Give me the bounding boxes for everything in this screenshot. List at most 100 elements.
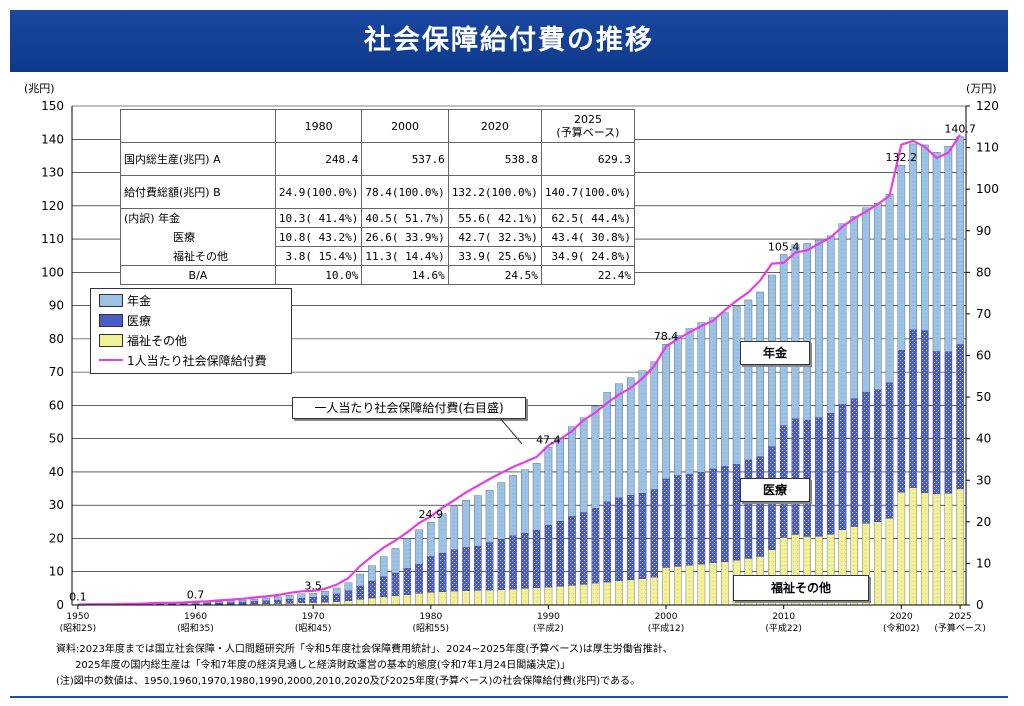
summary-table: 1980 2000 2020 2025 (予算ベース) 国内総生産(兆円) A … (120, 109, 636, 285)
bar-segment (662, 344, 670, 480)
table-cell: 629.3 (540, 142, 636, 176)
x-tick-year: 1960 (184, 612, 207, 622)
x-tick-year: 1980 (419, 612, 442, 622)
bar-segment (415, 529, 423, 565)
per-capita-series (77, 134, 962, 606)
bar-segment (509, 475, 517, 536)
table-header-row: 1980 2000 2020 2025 (予算ベース) (120, 109, 636, 143)
bar-segment (732, 306, 741, 465)
right-tick-label: 70 (976, 307, 991, 321)
left-tick-label: 40 (49, 465, 64, 479)
bar-segment (697, 322, 706, 473)
bar-segment (274, 596, 282, 601)
total-value-label: 0.1 (69, 591, 87, 604)
table-header-cell: 2000 (361, 109, 449, 143)
x-tick-year: 2020 (890, 612, 913, 622)
right-tick-label: 90 (976, 224, 991, 238)
right-tick-label: 110 (976, 141, 999, 155)
bar-segment (403, 538, 412, 569)
left-tick-label: 50 (49, 432, 64, 446)
pension-callout: 年金 (740, 341, 810, 365)
total-value-label: 105.4 (768, 240, 800, 253)
right-tick-label: 80 (976, 265, 991, 279)
right-tick-label: 30 (976, 473, 991, 487)
legend-item-medical: 医療 (99, 312, 151, 328)
bar-segment (227, 600, 235, 603)
right-tick-label: 10 (976, 556, 991, 570)
table-cell: 33.9( 25.6%) (447, 246, 542, 266)
axes: 0 10 20 30 40 50 60 70 80 90 100 110 120 130 140 150 0 10… (41, 99, 999, 634)
total-value-label: 140.7 (944, 123, 976, 136)
x-tick-year: 2000 (655, 612, 678, 622)
x-tick-era: (昭和45) (295, 623, 331, 634)
bar-segment (579, 417, 588, 513)
table-row-label: (内訳) 年金 (120, 208, 276, 228)
right-tick-label: 0 (976, 598, 984, 612)
table-row: 福祉その他 3.8( 15.4%) 11.3( 14.4%) 33.9( 25.… (120, 246, 636, 266)
medical-swatch (99, 313, 123, 327)
bar-segment (674, 335, 682, 476)
total-value-label: 3.5 (304, 579, 322, 592)
table-cell: 3.8( 15.4%) (274, 246, 363, 266)
x-tick-year: 2010 (772, 612, 795, 622)
x-tick-era: (昭和55) (413, 623, 449, 634)
table-header-cell (120, 109, 276, 143)
bottom-rule (10, 696, 1008, 698)
bar-segment (262, 597, 270, 601)
table-cell: 43.4( 30.8%) (540, 227, 636, 247)
table-row: 医療 10.8( 43.2%) 26.6( 33.9%) 42.7( 32.3%… (120, 227, 636, 247)
legend-label: 福祉その他 (127, 333, 188, 348)
left-tick-label: 70 (49, 365, 64, 379)
x-tick-year: 1950 (66, 612, 89, 622)
bar-segment (779, 254, 788, 426)
x-tick-era: (昭和25) (60, 623, 96, 634)
total-value-label: 0.7 (187, 589, 205, 602)
bar-segment (650, 361, 659, 490)
right-tick-label: 50 (976, 390, 991, 404)
bar-segment (568, 426, 576, 517)
left-tick-label: 80 (49, 332, 64, 346)
bar-segment (615, 383, 623, 499)
x-tick-era: (予算ベース) (934, 622, 986, 634)
bar-segment (921, 144, 929, 331)
bar-segment (497, 482, 506, 540)
total-value-label: 47.4 (536, 433, 561, 446)
legend-label: 医療 (127, 313, 152, 328)
bar-segment (544, 447, 553, 526)
bar-segment (709, 317, 717, 470)
legend-item-welfare: 福祉その他 (99, 332, 187, 348)
bar-segment (591, 405, 600, 509)
right-tick-label: 120 (976, 99, 999, 113)
legend: 年金 医療 福祉その他 1人当たり社会保障給付費 (90, 288, 292, 374)
bar-segment (238, 599, 247, 603)
table-cell: 140.7(100.0%) (540, 175, 636, 209)
bar-segment (332, 587, 341, 595)
right-tick-label: 40 (976, 432, 991, 446)
legend-item-per-capita: 1人当たり社会保障給付費 (99, 352, 267, 368)
bar-segment (721, 312, 729, 467)
bar-segment (426, 522, 435, 557)
left-axis-unit: (兆円) (24, 82, 55, 95)
bar-segment (685, 328, 694, 475)
bar-segment (309, 593, 317, 598)
x-tick-year: 2025 (949, 612, 972, 622)
page-title: 社会保障給付費の推移 (364, 25, 654, 56)
table-row-label: 国内総生産(兆円) A (120, 142, 276, 176)
bar-segment (450, 506, 459, 550)
left-tick-label: 100 (41, 265, 64, 279)
pension-swatch (99, 293, 123, 307)
bar-segment (368, 565, 376, 582)
bar-segment (391, 548, 400, 574)
bar-segment (838, 223, 847, 405)
table-cell: 78.4(100.0%) (361, 175, 449, 209)
bar-segment (791, 244, 800, 419)
bar-segment (356, 573, 364, 587)
left-tick-label: 20 (49, 531, 64, 545)
table-header-cell: 1980 (274, 109, 363, 143)
bar-segment (297, 593, 306, 599)
table-cell: 34.9( 24.8%) (540, 246, 636, 266)
left-tick-label: 0 (56, 598, 64, 612)
legend-label: 1人当たり社会保障給付費 (127, 353, 267, 368)
left-tick-label: 150 (41, 99, 64, 113)
